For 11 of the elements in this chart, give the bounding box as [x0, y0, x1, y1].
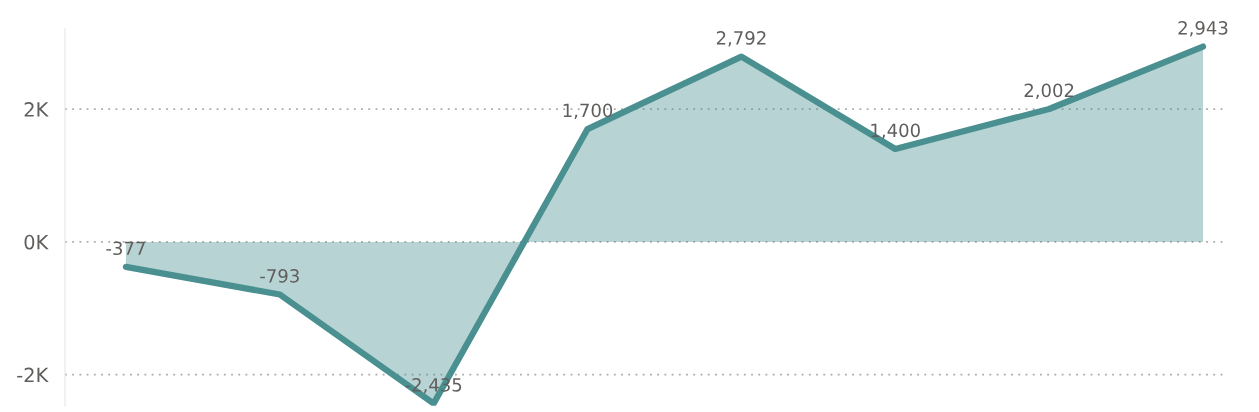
y-tick-label: 2K: [24, 102, 49, 117]
data-label: 1,700: [563, 103, 613, 120]
data-label: -377: [106, 241, 145, 256]
y-tick-label: -2K: [17, 367, 49, 383]
data-label: -793: [260, 269, 299, 283]
data-label: 2,943: [1178, 21, 1228, 37]
data-label: 1,400: [871, 123, 920, 139]
y-tick-label: 0K: [24, 234, 49, 250]
data-label: -2,435: [405, 378, 462, 394]
data-label: 2,792: [716, 31, 766, 47]
data-label: 2,002: [1024, 83, 1074, 100]
